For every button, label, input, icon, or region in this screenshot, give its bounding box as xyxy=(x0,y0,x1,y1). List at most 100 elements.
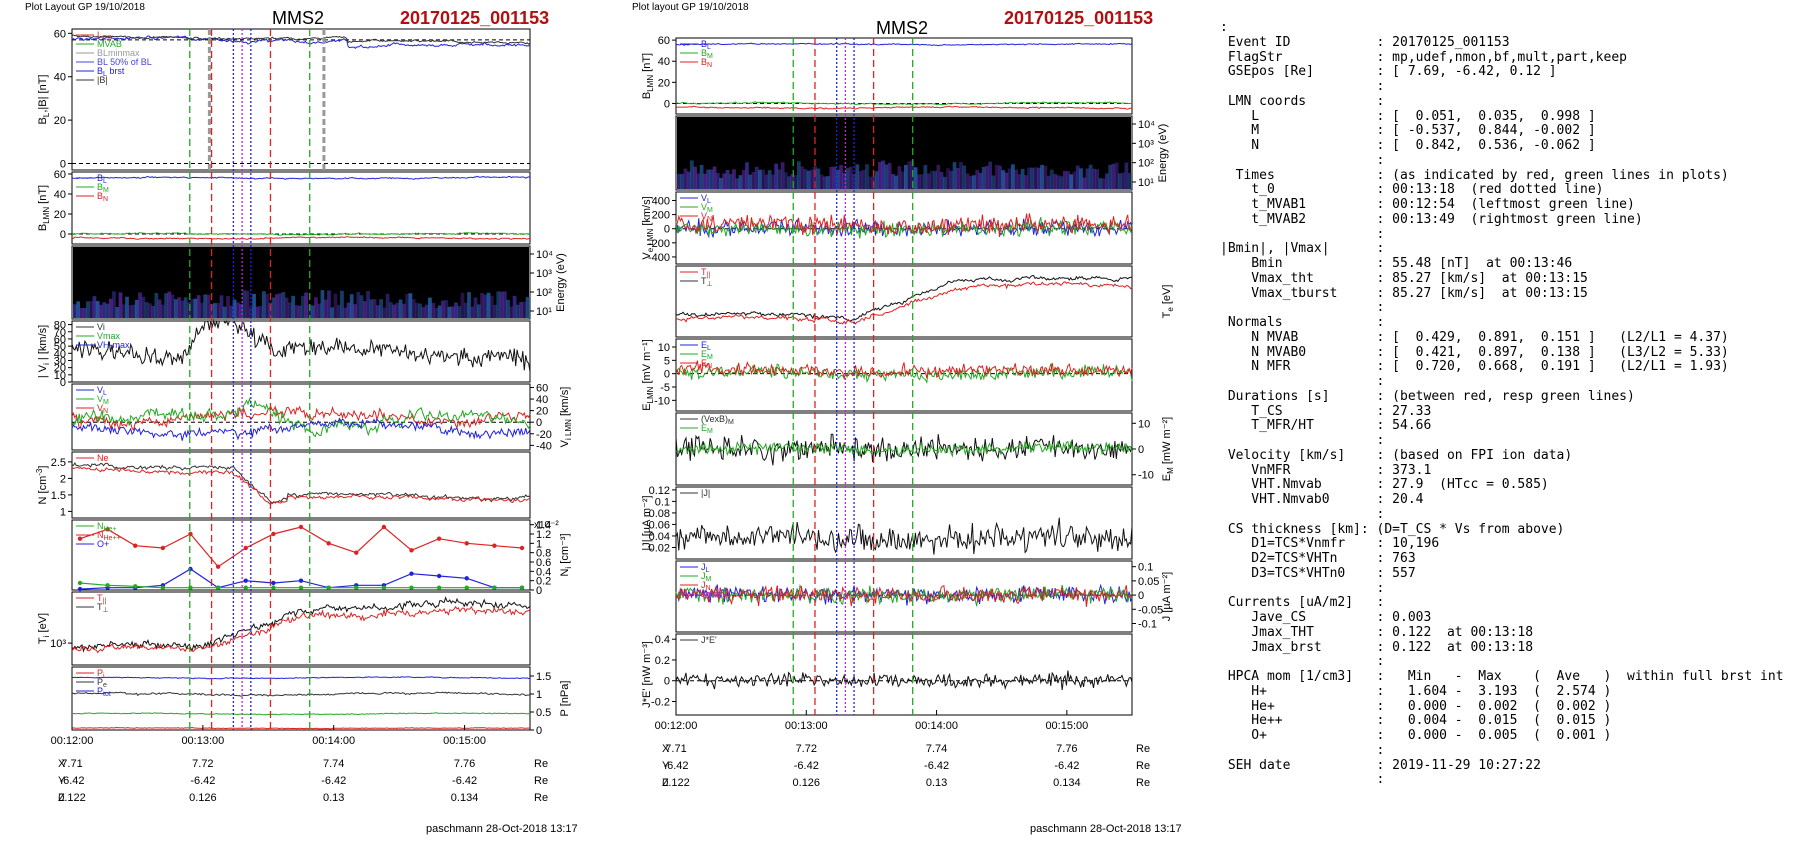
legend-label: VM xyxy=(701,202,713,214)
legend-label: (VexB)M xyxy=(701,414,734,426)
spectrogram-column xyxy=(401,303,406,318)
position-value: 7.74 xyxy=(926,743,947,755)
spectrogram-column xyxy=(780,162,785,189)
data-point xyxy=(243,585,248,590)
spectrogram-column xyxy=(242,290,247,318)
spectrogram-column xyxy=(73,304,77,318)
y-tick-label: 1.4 xyxy=(536,520,551,532)
spectrogram-column xyxy=(913,167,918,189)
spectrogram-column xyxy=(369,299,374,318)
spectrogram-column xyxy=(134,299,139,318)
spectrogram-column xyxy=(1011,164,1015,189)
spectrogram-column xyxy=(418,303,423,318)
spectrogram-column xyxy=(493,304,497,318)
summary-line: : xyxy=(1220,580,1385,596)
spectrogram-column xyxy=(515,304,520,318)
spectrogram-column xyxy=(748,174,753,189)
spectrogram-column xyxy=(382,307,387,318)
spectrogram-column xyxy=(245,290,250,318)
spectrogram-column xyxy=(1027,167,1031,189)
y-tick-label: 40 xyxy=(54,348,66,360)
spectrogram-column xyxy=(118,292,123,318)
spectrogram-column xyxy=(1105,173,1109,189)
spectrogram-column xyxy=(887,163,892,189)
y-axis-label: J*E' [nW m⁻³] xyxy=(641,641,653,708)
y-tick-label: 80 xyxy=(54,320,66,332)
spectrogram-column xyxy=(307,304,312,318)
data-point xyxy=(215,585,221,590)
y-tick-label: 20 xyxy=(536,406,548,418)
position-value: 0.13 xyxy=(323,792,344,804)
data-series xyxy=(71,35,531,49)
legend-label: |J| xyxy=(701,488,710,498)
summary-line: |Bmin|, |Vmax| : xyxy=(1220,241,1385,257)
spectrogram-column xyxy=(261,291,266,318)
spectrogram-column xyxy=(480,292,484,318)
y-tick-label: 70 xyxy=(54,327,66,339)
spectrogram-column xyxy=(962,165,967,189)
spectrogram-column xyxy=(349,294,354,318)
spectrogram-column xyxy=(375,305,380,318)
data-series xyxy=(71,712,531,716)
data-point xyxy=(271,580,276,586)
spectrogram-column xyxy=(861,169,866,189)
spectrogram-column xyxy=(317,303,322,318)
spectrogram-column xyxy=(1108,164,1113,189)
spectrogram-column xyxy=(388,302,393,318)
y-axis-label: BL,|B| [nT] xyxy=(37,75,51,125)
legend-label: Pe xyxy=(97,677,107,689)
y-tick-label: 60 xyxy=(54,28,66,40)
legend-label: JL xyxy=(701,562,710,574)
legend-label: JM xyxy=(701,571,712,583)
summary-line: Vmax_tburst : 85.27 [km/s] at 00:13:15 xyxy=(1220,285,1588,301)
spectrogram-column xyxy=(1095,169,1100,189)
position-value: 7.72 xyxy=(192,758,213,770)
spectrogram-column xyxy=(151,305,155,318)
data-point xyxy=(298,585,304,590)
spectrogram-column xyxy=(878,161,882,189)
data-point xyxy=(77,580,83,586)
y-tick-label: 0.6 xyxy=(536,557,551,569)
summary-line: : xyxy=(1220,152,1385,168)
spectrogram-column xyxy=(745,162,749,189)
spectrogram-column xyxy=(991,175,996,189)
data-point xyxy=(243,545,248,551)
position-value: -6.42 xyxy=(924,760,949,772)
spectrogram-column xyxy=(832,166,837,189)
data-point xyxy=(298,578,304,583)
data-series xyxy=(71,235,531,240)
spectrogram-column xyxy=(1069,174,1074,189)
legend-label: J*E' xyxy=(701,635,717,645)
position-unit: Re xyxy=(534,775,548,787)
subplot-frame xyxy=(71,591,531,666)
position-value: 0.122 xyxy=(662,777,690,789)
left-plot-header: Plot Layout GP 19/10/2018 xyxy=(25,2,145,13)
legend-label: BL xyxy=(97,173,107,185)
spectrogram-column xyxy=(842,172,847,189)
y-tick-label: 0.08 xyxy=(649,508,670,520)
spectrogram-column xyxy=(891,173,895,189)
spectrogram-column xyxy=(99,304,103,318)
spectrogram-column xyxy=(190,298,195,318)
data-point xyxy=(354,585,359,590)
middle-event-id: 20170125_001153 xyxy=(1004,8,1154,28)
spectrogram-column xyxy=(164,293,168,318)
spectrogram-column xyxy=(379,299,383,318)
spectrogram-column xyxy=(346,302,351,318)
data-point xyxy=(133,584,138,589)
y-tick-label: 10³ xyxy=(50,638,66,650)
spectrogram-column xyxy=(683,168,688,189)
spectrogram-column xyxy=(1036,167,1041,189)
x-tick-label: 00:13:00 xyxy=(785,720,828,732)
summary-line: Currents [uA/m2] : xyxy=(1220,595,1385,611)
spectrogram-column xyxy=(884,164,889,189)
subplot-frame xyxy=(71,666,531,731)
spectrogram-column xyxy=(822,176,827,189)
legend-label: NHe++ xyxy=(97,530,121,542)
spectrogram-column xyxy=(121,304,126,318)
data-series xyxy=(675,670,1133,691)
spectrogram-column xyxy=(1114,162,1119,189)
position-label: Y xyxy=(662,760,670,772)
summary-line: He+ : 0.000 - 0.002 ( 0.002 ) xyxy=(1220,698,1612,714)
